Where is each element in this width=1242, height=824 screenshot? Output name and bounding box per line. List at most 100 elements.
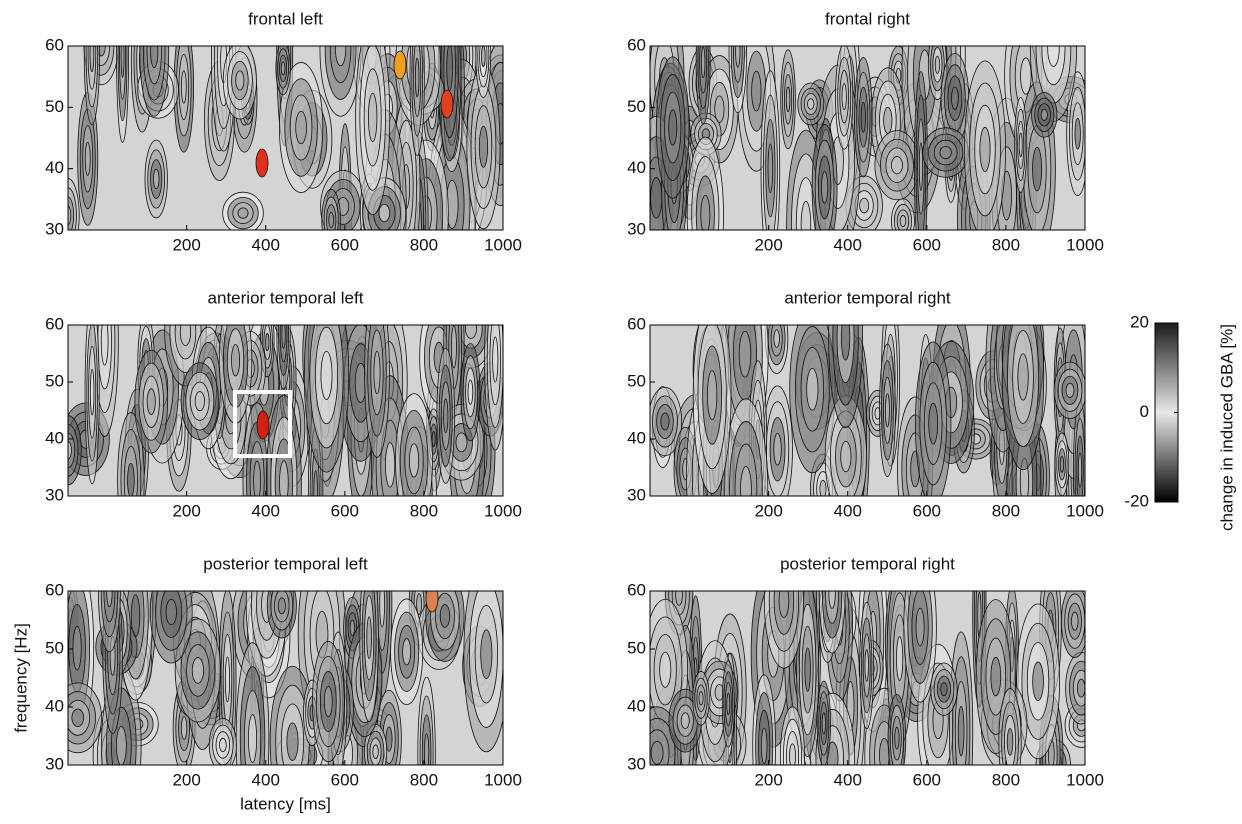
contour <box>116 727 126 766</box>
contour <box>958 706 964 756</box>
x-tick-label: 200 <box>172 501 200 520</box>
contour <box>842 84 846 110</box>
contour <box>373 745 379 759</box>
contour <box>1019 133 1022 157</box>
contour <box>841 315 850 360</box>
contour <box>287 723 298 761</box>
contour <box>231 344 239 376</box>
x-tick-label: 800 <box>410 770 438 789</box>
contour <box>181 71 186 104</box>
contour <box>166 599 176 625</box>
contour <box>121 34 124 77</box>
y-tick-label: 40 <box>45 428 64 447</box>
contour <box>225 657 229 702</box>
panel: posterior temporal right2004006008001000… <box>627 512 1104 819</box>
y-tick-label: 60 <box>45 35 64 54</box>
contour <box>681 713 689 729</box>
contour <box>701 195 710 234</box>
contour <box>1048 30 1060 67</box>
contour <box>465 319 476 339</box>
contour <box>884 107 892 133</box>
y-tick-label: 40 <box>45 696 64 715</box>
x-tick-label: 1000 <box>484 235 522 254</box>
contour <box>444 399 448 433</box>
x-axis-label: latency [ms] <box>240 794 331 813</box>
contour <box>367 617 372 659</box>
contour <box>1060 456 1063 472</box>
panel: posterior temporal left20040060080010003… <box>11 503 521 819</box>
contour <box>192 658 203 684</box>
contour <box>669 110 677 145</box>
contour <box>786 87 790 112</box>
contour <box>409 444 418 477</box>
contour <box>808 99 815 109</box>
y-tick-label: 30 <box>45 219 64 238</box>
contour <box>280 461 289 505</box>
contour <box>774 330 780 347</box>
contour <box>740 467 751 512</box>
y-tick-label: 50 <box>45 638 64 657</box>
contour <box>128 463 135 497</box>
x-tick-label: 600 <box>913 235 941 254</box>
contour <box>895 727 899 749</box>
y-tick-label: 60 <box>45 314 64 333</box>
x-tick-label: 400 <box>834 770 862 789</box>
colorbar-tick-label: 0 <box>1140 402 1149 421</box>
x-tick-label: 1000 <box>1066 770 1104 789</box>
y-axis-label: frequency [Hz] <box>11 623 30 733</box>
contour <box>385 443 394 488</box>
contour <box>335 32 345 66</box>
contour <box>661 413 669 430</box>
y-tick-label: 50 <box>627 97 646 116</box>
contour <box>1033 662 1044 701</box>
contour <box>415 58 419 97</box>
x-tick-label: 800 <box>992 770 1020 789</box>
x-tick-label: 400 <box>252 501 280 520</box>
contour <box>951 87 958 109</box>
contour <box>1077 679 1085 697</box>
contour <box>266 333 269 350</box>
contour <box>440 605 450 628</box>
contour <box>701 47 705 78</box>
contour <box>493 337 498 382</box>
x-tick-label: 200 <box>754 501 782 520</box>
contour <box>860 198 869 213</box>
contour <box>676 585 683 605</box>
y-tick-label: 30 <box>45 754 64 773</box>
contour <box>147 389 155 415</box>
contour <box>660 652 671 687</box>
contour <box>727 693 730 715</box>
contour <box>350 620 354 635</box>
x-tick-label: 600 <box>913 770 941 789</box>
contour <box>72 709 84 726</box>
contour <box>424 734 428 772</box>
contour <box>841 441 851 471</box>
contour-field <box>54 503 509 819</box>
contour <box>1007 729 1013 756</box>
x-tick-label: 400 <box>834 235 862 254</box>
contour <box>278 598 285 614</box>
colorbar-label: change in induced GBA [%] <box>1217 324 1236 531</box>
x-tick-label: 1000 <box>484 770 522 789</box>
contour <box>1071 612 1078 630</box>
contour <box>180 319 190 346</box>
contour <box>752 71 761 111</box>
contour <box>238 208 248 218</box>
y-tick-label: 60 <box>627 35 646 54</box>
contour <box>739 331 751 377</box>
contour <box>481 46 485 66</box>
contour-field <box>506 0 1095 320</box>
contour <box>329 212 334 227</box>
contour <box>768 144 773 193</box>
contour <box>254 461 261 500</box>
contour <box>379 204 390 222</box>
x-tick-label: 200 <box>754 770 782 789</box>
contour <box>916 608 924 646</box>
panel-title: anterior temporal right <box>784 288 951 307</box>
contour <box>296 111 307 144</box>
contour <box>807 368 818 410</box>
contour <box>820 480 826 497</box>
hot-spot <box>256 149 268 177</box>
